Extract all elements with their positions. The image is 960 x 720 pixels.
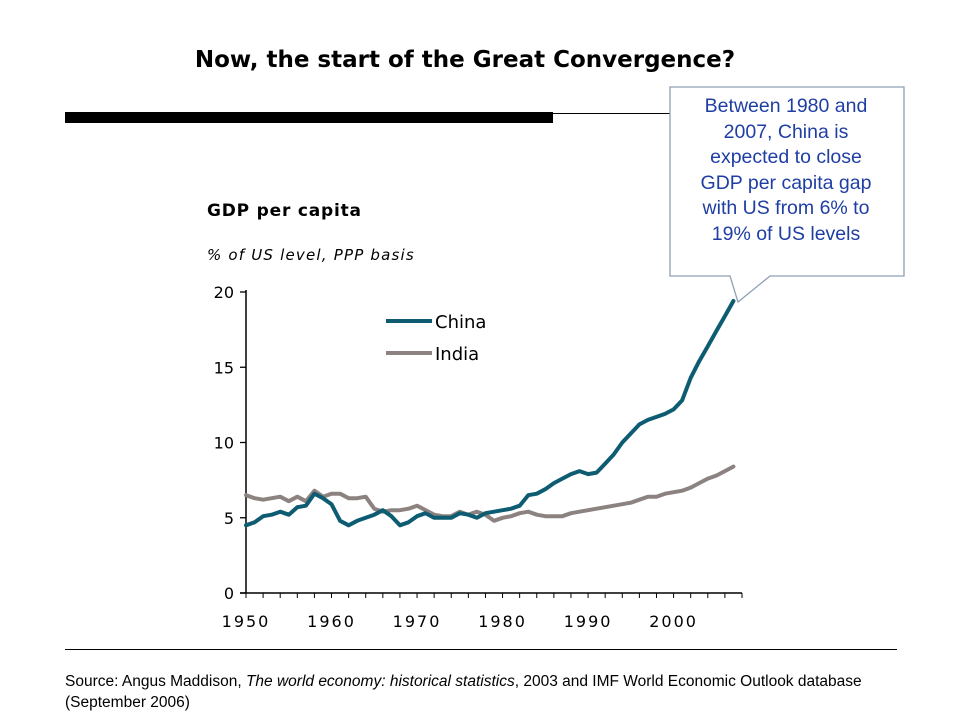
series-line-china [244, 299, 736, 528]
x-tick-label: 2000 [649, 612, 698, 631]
y-tick-label: 5 [224, 509, 234, 528]
series-line-india [244, 464, 736, 523]
source-prefix: Source: Angus Maddison, [65, 673, 246, 690]
chart-title: GDP per capita [207, 201, 362, 221]
y-ticks: 0 5 10 15 20 [214, 283, 246, 603]
title-underline-thick [65, 112, 553, 123]
source-note: Source: Angus Maddison, The world econom… [65, 671, 925, 713]
title-underline-thin [553, 113, 673, 114]
legend-label-india: India [435, 344, 479, 365]
x-tick-label: 1970 [393, 612, 442, 631]
page-title: Now, the start of the Great Convergence? [194, 47, 736, 73]
callout-line: Between 1980 and [704, 95, 868, 117]
legend-label-china: China [435, 312, 486, 333]
callout-line: expected to close [710, 146, 862, 168]
y-tick-label: 10 [214, 434, 234, 453]
y-tick-label: 20 [214, 283, 234, 302]
x-ticks: 1950 1960 1970 1980 1990 2000 [222, 593, 743, 631]
callout-line: GDP per capita gap [700, 171, 872, 194]
x-tick-label: 1950 [222, 612, 271, 631]
source-divider [65, 649, 897, 650]
callout-line: 2007, China is [723, 120, 849, 143]
callout-box [669, 86, 905, 304]
x-tick-label: 1960 [307, 612, 356, 631]
y-tick-label: 15 [214, 358, 234, 377]
x-tick-label: 1980 [478, 612, 527, 631]
source-title: The world economy: historical statistics [245, 673, 515, 690]
callout-line: with US from 6% to [702, 197, 870, 219]
x-tick-label: 1990 [564, 612, 613, 631]
callout-text: Between 1980 and 2007, China is expected… [672, 94, 900, 247]
source-suffix: , 2003 and IMF World Economic Outlook da… [65, 673, 862, 711]
callout-line: 19% of US levels [711, 222, 861, 245]
chart-subtitle: % of US level, PPP basis [207, 246, 415, 264]
series-layer [244, 299, 736, 528]
y-tick-label: 0 [224, 584, 234, 603]
